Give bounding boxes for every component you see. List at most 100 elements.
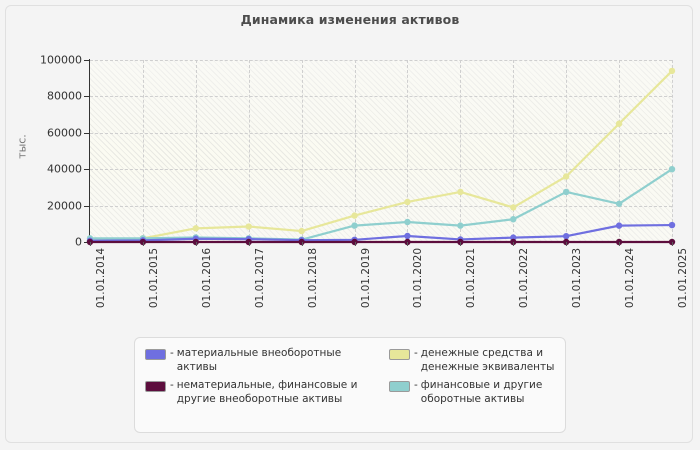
series-data-point xyxy=(351,222,358,229)
gridline-vertical xyxy=(195,60,197,242)
gridline-vertical xyxy=(566,60,568,242)
legend-dash: - xyxy=(170,347,174,359)
legend-color-swatch xyxy=(389,349,410,360)
series-data-point xyxy=(615,200,623,207)
x-axis-tick-label: 01.01.2019 xyxy=(359,248,372,309)
series-data-point xyxy=(404,232,411,240)
legend-dash: - xyxy=(170,379,174,391)
x-axis-tick-mark xyxy=(407,242,409,246)
chart-title: Динамика изменения активов xyxy=(240,12,460,27)
gridline-horizontal xyxy=(90,169,672,171)
y-axis-tick-label: 40000 xyxy=(47,162,82,176)
legend-column-right: - денежные средства и денежные эквивалент… xyxy=(389,346,561,410)
series-data-point xyxy=(615,222,623,229)
series-data-point xyxy=(562,232,570,240)
legend-item-label: материальные внеоборотные активы xyxy=(176,347,342,373)
gridline-vertical xyxy=(142,60,144,242)
series-data-point xyxy=(457,222,464,229)
series-data-point xyxy=(668,67,676,75)
x-axis-tick-mark xyxy=(301,242,303,246)
x-axis-tick-label: 01.01.2022 xyxy=(518,248,531,309)
x-axis-tick-label: 01.01.2025 xyxy=(677,248,689,309)
legend-dash: - xyxy=(414,347,418,359)
x-axis-tick-mark xyxy=(195,242,197,246)
gridline-vertical xyxy=(619,60,621,242)
gridline-vertical xyxy=(672,60,673,242)
legend-item[interactable]: - нематериальные, финансовые и другие вне… xyxy=(145,378,360,406)
x-axis-tick-label: 01.01.2021 xyxy=(465,248,478,309)
series-data-point xyxy=(510,216,517,223)
x-axis-tick-label: 01.01.2014 xyxy=(95,248,107,309)
series-data-point xyxy=(668,166,676,173)
x-axis-tick-mark xyxy=(566,242,568,246)
series-data-point xyxy=(510,204,517,211)
y-axis-tick-label: 60000 xyxy=(47,126,82,140)
series-line xyxy=(88,69,674,243)
legend-item[interactable]: - материальные внеоборотные активы xyxy=(145,346,360,374)
series-data-point xyxy=(562,173,570,180)
gridline-vertical xyxy=(460,60,462,242)
x-axis-tick-label: 01.01.2017 xyxy=(253,248,266,309)
legend-item-label: нематериальные, финансовые и другие внео… xyxy=(176,379,358,405)
legend-item-label: денежные средства и денежные эквиваленты xyxy=(420,347,555,373)
x-axis-tick-mark xyxy=(142,242,144,246)
series-data-point xyxy=(615,120,623,127)
x-axis-tick-mark xyxy=(248,242,250,246)
legend-item[interactable]: - денежные средства и денежные эквивалент… xyxy=(389,346,561,374)
y-axis-tick-label: 80000 xyxy=(47,89,82,103)
gridline-vertical xyxy=(513,60,515,242)
gridline-horizontal xyxy=(90,60,672,61)
y-axis-tick-mark xyxy=(84,205,90,207)
gridline-vertical xyxy=(301,60,303,242)
x-axis-tick-label: 01.01.2024 xyxy=(624,248,637,309)
gridline-horizontal xyxy=(90,96,672,98)
legend-color-swatch xyxy=(389,381,410,392)
y-axis-tick-mark xyxy=(84,60,90,61)
y-axis-tick-label: 0 xyxy=(75,235,82,249)
x-axis-tick-label: 01.01.2023 xyxy=(571,248,584,309)
x-axis-tick-label: 01.01.2018 xyxy=(306,248,319,309)
series-line xyxy=(88,168,674,241)
y-axis-tick-labels: 0 20000 40000 60000 80000 100000 xyxy=(0,0,82,450)
x-axis-tick-label: 01.01.2020 xyxy=(412,248,425,309)
legend-color-swatch xyxy=(145,381,166,392)
series-data-point xyxy=(457,188,464,196)
series-data-point xyxy=(192,225,200,232)
gridline-horizontal xyxy=(90,205,672,207)
x-axis-tick-label: 01.01.2016 xyxy=(200,248,213,309)
gridline-vertical xyxy=(354,60,356,242)
series-data-point xyxy=(298,227,305,235)
series-lines xyxy=(86,67,676,246)
legend-item[interactable]: - финансовые и другие оборотные активы xyxy=(389,378,561,406)
x-axis-tick-label: 01.01.2015 xyxy=(147,248,160,309)
plot-area xyxy=(86,60,676,246)
y-axis-tick-mark xyxy=(84,132,90,134)
legend-color-swatch xyxy=(145,349,166,360)
y-axis-tick-mark xyxy=(84,169,90,171)
x-axis-tick-mark xyxy=(354,242,356,246)
series-line xyxy=(88,223,674,242)
series-data-point xyxy=(404,198,411,206)
series-data-point xyxy=(562,188,570,196)
legend-item-label: финансовые и другие оборотные активы xyxy=(420,379,543,405)
gridline-vertical xyxy=(407,60,409,242)
series-data-point xyxy=(351,212,358,219)
gridline-horizontal xyxy=(90,132,672,134)
series-data-point xyxy=(668,221,676,229)
series-data-point xyxy=(245,223,252,230)
y-axis-tick-mark xyxy=(84,96,90,98)
plot-background-hatch xyxy=(90,60,672,242)
legend-dash: - xyxy=(414,379,418,391)
gridline-vertical xyxy=(248,60,250,242)
x-axis-tick-mark xyxy=(513,242,515,246)
x-axis-tick-mark xyxy=(90,242,91,246)
legend: - материальные внеоборотные активы - немате… xyxy=(134,337,566,433)
series-data-point xyxy=(404,218,411,226)
x-axis-tick-mark xyxy=(460,242,462,246)
x-axis-tick-mark xyxy=(672,242,673,246)
x-axis-tick-mark xyxy=(619,242,621,246)
legend-column-left: - материальные внеоборотные активы - немате… xyxy=(145,346,360,410)
y-axis-tick-label: 20000 xyxy=(47,199,82,213)
y-axis-line xyxy=(89,59,90,243)
y-axis-tick-label: 100000 xyxy=(40,53,82,67)
